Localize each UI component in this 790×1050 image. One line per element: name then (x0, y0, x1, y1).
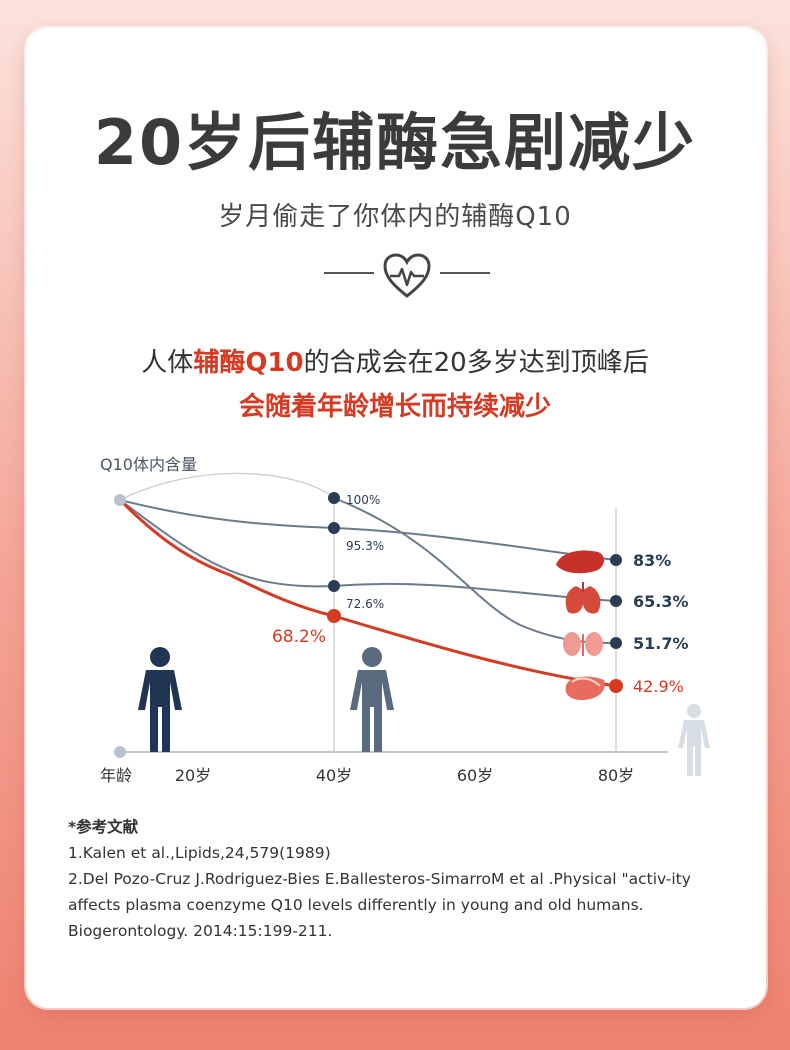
divider-left (324, 272, 374, 274)
human-figure-young (138, 647, 182, 752)
data-label: 42.9% (633, 677, 684, 696)
data-point (328, 522, 340, 534)
divider-right (440, 272, 490, 274)
data-label: 100% (346, 493, 380, 507)
x-tick-label: 80岁 (598, 766, 634, 785)
x-tick-label: 40岁 (316, 766, 352, 785)
intro-highlight: 辅酶Q10 (193, 348, 304, 378)
lungs-icon (565, 582, 601, 614)
intro-line-1: 人体辅酶Q10的合成会在20多岁达到顶峰后 (0, 342, 790, 379)
data-point (610, 595, 622, 607)
data-point (328, 580, 340, 592)
references-title: *参考文献 (68, 818, 139, 836)
axis-origin-dot (114, 746, 126, 758)
content-card (26, 28, 766, 1008)
x-tick-label: 60岁 (457, 766, 493, 785)
human-figure-middle (350, 647, 394, 752)
q10-decline-chart: Q10体内含量 年龄 20岁 40岁 60岁 80岁 100%5 (100, 455, 710, 785)
intro-suffix: 的合成会在20多岁达到顶峰后 (303, 348, 649, 378)
kidneys-icon (563, 632, 603, 656)
curve-series-42 (118, 498, 617, 688)
intro-prefix: 人体 (141, 348, 194, 378)
data-label: 83% (633, 551, 671, 570)
heartbeat-icon (383, 253, 431, 298)
reference-item-2: 2.Del Pozo-Cruz J.Rodriguez-Bies E.Balle… (68, 870, 691, 940)
data-point (609, 679, 623, 693)
data-label: 95.3% (346, 539, 384, 553)
start-point (114, 494, 126, 506)
decorative-arc (119, 472, 335, 501)
data-label: 72.6% (346, 597, 384, 611)
y-axis-label: Q10体内含量 (100, 455, 197, 474)
data-label: 51.7% (633, 634, 689, 653)
data-point (327, 609, 341, 623)
data-label: 65.3% (633, 592, 689, 611)
heart-organ-icon (565, 676, 605, 700)
page-subtitle: 岁月偷走了你体内的辅酶Q10 (218, 202, 572, 232)
data-label: 68.2% (272, 627, 326, 647)
x-tick-label: 20岁 (175, 766, 211, 785)
intro-line-2: 会随着年龄增长而持续减少 (238, 392, 551, 422)
human-figure-old (678, 704, 710, 776)
x-axis-label: 年龄 (100, 766, 132, 785)
liver-icon (556, 550, 604, 574)
references: *参考文献 1.Kalen et al.,Lipids,24,579(1989)… (68, 814, 748, 944)
data-point (328, 492, 340, 504)
data-point (610, 554, 622, 566)
data-point (610, 637, 622, 649)
page-title: 20岁后辅酶急剧减少 (93, 106, 697, 179)
reference-item-1: 1.Kalen et al.,Lipids,24,579(1989) (68, 844, 331, 862)
